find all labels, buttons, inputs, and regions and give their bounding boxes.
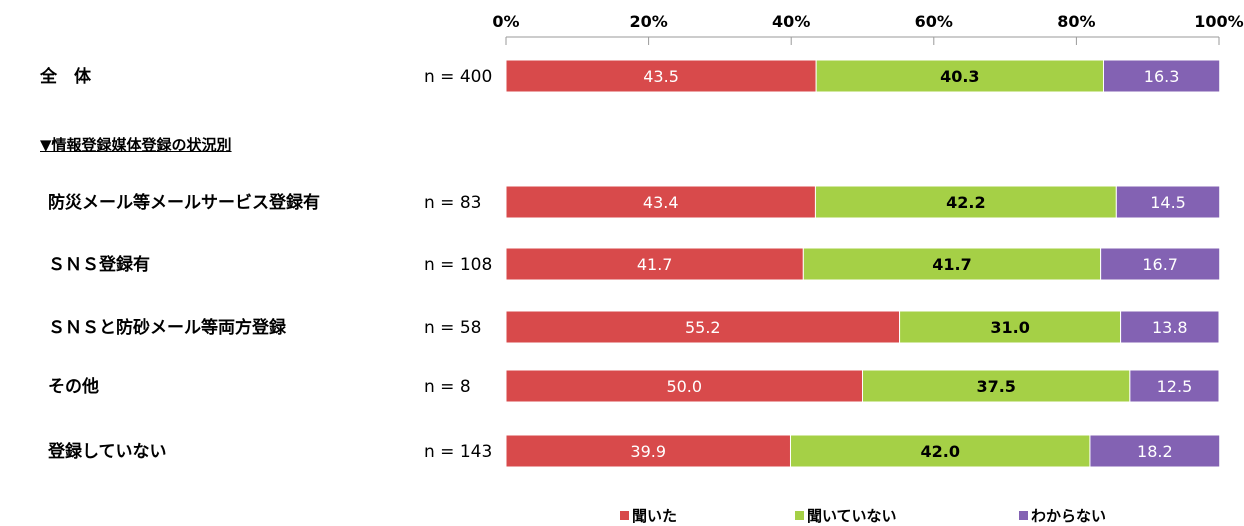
- x-tick-label: 20%: [629, 12, 667, 31]
- n-label: n = 143: [424, 442, 492, 462]
- bar-segment: [505, 185, 816, 219]
- data-label: 41.7: [637, 255, 673, 274]
- bar-segment: [1115, 185, 1221, 219]
- row-label: その他: [48, 376, 99, 397]
- legend-item-2: わからない: [1019, 505, 1106, 526]
- data-label: 43.5: [643, 67, 679, 86]
- data-label: 39.9: [630, 442, 666, 461]
- n-label: n = 400: [424, 67, 492, 87]
- row-label: ＳＮＳ登録有: [48, 254, 150, 275]
- legend-swatch-0: [620, 511, 629, 520]
- row-label: 全 体: [39, 66, 92, 87]
- data-label: 16.7: [1142, 255, 1178, 274]
- bar-segment: [1120, 310, 1220, 344]
- bar-segment: [505, 369, 863, 403]
- data-label: 43.4: [643, 193, 679, 212]
- data-label: 40.3: [940, 67, 979, 86]
- row-label: 登録していない: [47, 441, 167, 462]
- data-label: 18.2: [1137, 442, 1173, 461]
- n-label: n = 58: [424, 318, 481, 338]
- data-label: 42.2: [946, 193, 985, 212]
- bar-segment: [1129, 369, 1220, 403]
- bar-segment: [1089, 434, 1221, 468]
- legend-label-2: わからない: [1031, 507, 1107, 525]
- bar-segment: [899, 310, 1122, 344]
- data-label: 42.0: [920, 442, 959, 461]
- data-label: 41.7: [932, 255, 971, 274]
- section-header: ▼情報登録媒体登録の状況別: [40, 136, 232, 154]
- data-label: 16.3: [1144, 67, 1180, 86]
- n-label: n = 108: [424, 255, 492, 275]
- data-label: 50.0: [666, 377, 702, 396]
- x-tick-label: 80%: [1057, 12, 1095, 31]
- bar-segment: [789, 434, 1091, 468]
- legend-item-0: 聞いた: [620, 505, 677, 526]
- data-label: 14.5: [1150, 193, 1186, 212]
- data-label: 37.5: [976, 377, 1015, 396]
- data-label: 55.2: [685, 318, 721, 337]
- bar-segment: [814, 185, 1117, 219]
- bar-segment: [1100, 247, 1221, 281]
- legend-swatch-2: [1019, 511, 1028, 520]
- data-label: 31.0: [990, 318, 1029, 337]
- bar-segment: [815, 59, 1104, 93]
- legend-label-1: 聞いていない: [807, 507, 897, 525]
- data-label: 12.5: [1157, 377, 1193, 396]
- legend-swatch-1: [795, 511, 804, 520]
- bar-segment: [505, 434, 791, 468]
- bar-segment: [1102, 59, 1221, 93]
- bar-segment: [862, 369, 1131, 403]
- row-label: 防災メール等メールサービス登録有: [48, 192, 320, 213]
- row-label: ＳＮＳと防砂メール等両方登録: [48, 317, 287, 338]
- data-label: 13.8: [1152, 318, 1188, 337]
- n-label: n = 8: [424, 377, 471, 397]
- x-tick-label: 0%: [492, 12, 519, 31]
- bar-segment: [505, 59, 817, 93]
- x-tick-label: 100%: [1194, 12, 1243, 31]
- legend-item-1: 聞いていない: [795, 505, 897, 526]
- x-tick-label: 40%: [772, 12, 810, 31]
- n-label: n = 83: [424, 193, 481, 213]
- legend-label-0: 聞いた: [632, 507, 678, 525]
- x-tick-label: 60%: [915, 12, 953, 31]
